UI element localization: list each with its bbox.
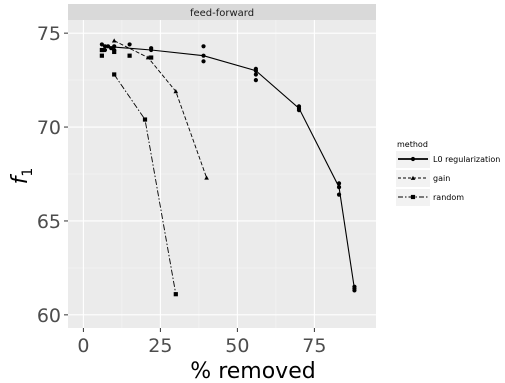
x-tick-label: 75 bbox=[302, 335, 326, 357]
data-point bbox=[102, 44, 108, 49]
data-point bbox=[109, 46, 114, 51]
facet-title: feed-forward bbox=[190, 8, 254, 19]
data-point bbox=[112, 72, 117, 77]
legend-label: L0 regularization bbox=[433, 155, 500, 164]
data-point bbox=[336, 181, 342, 186]
data-point bbox=[111, 38, 117, 43]
axes: 0 25 50 75 60 65 70 75 bbox=[37, 23, 327, 357]
y-tick-label: 75 bbox=[37, 23, 61, 45]
data-point bbox=[127, 53, 132, 58]
legend-item-gain: gain bbox=[396, 170, 450, 187]
data-point bbox=[253, 77, 258, 83]
data-point bbox=[201, 59, 206, 64]
data-point bbox=[201, 44, 206, 49]
grid bbox=[68, 20, 376, 328]
data-point bbox=[204, 175, 209, 180]
legend-key-marker bbox=[410, 194, 416, 200]
data-point bbox=[253, 68, 258, 73]
y-axis-title: f1 bbox=[8, 168, 36, 185]
data-point bbox=[142, 117, 148, 122]
series-random bbox=[99, 47, 178, 297]
y-tick-label: 65 bbox=[37, 211, 61, 233]
data-point bbox=[296, 108, 302, 113]
data-point bbox=[336, 192, 342, 197]
facet-strip bbox=[68, 4, 376, 20]
x-tick-label: 0 bbox=[77, 335, 89, 357]
x-tick-label: 50 bbox=[225, 335, 249, 357]
legend-title: method bbox=[397, 140, 428, 149]
legend: method L0 regularization gain random bbox=[396, 140, 500, 206]
legend-label: gain bbox=[433, 174, 450, 183]
y-tick-label: 60 bbox=[37, 305, 61, 327]
data-point bbox=[253, 72, 258, 77]
x-tick-label: 25 bbox=[148, 335, 172, 357]
series bbox=[99, 38, 357, 297]
y-axis-title-subscript: 1 bbox=[20, 168, 36, 177]
y-tick-label: 70 bbox=[37, 117, 61, 139]
legend-item-random: random bbox=[396, 189, 464, 206]
data-point bbox=[201, 53, 206, 58]
data-point bbox=[173, 89, 179, 94]
data-point bbox=[173, 292, 178, 297]
legend-key-marker bbox=[410, 156, 416, 162]
data-point bbox=[352, 288, 357, 293]
legend-label: random bbox=[433, 193, 464, 202]
data-point bbox=[127, 42, 132, 47]
data-point bbox=[336, 185, 342, 190]
data-point bbox=[99, 53, 104, 58]
series-line bbox=[113, 40, 208, 178]
data-point bbox=[99, 42, 104, 47]
data-point bbox=[112, 49, 117, 55]
data-point bbox=[112, 44, 117, 49]
legend-item-l0-regularization: L0 regularization bbox=[396, 151, 500, 168]
data-point bbox=[105, 44, 111, 49]
y-axis-title-main: f bbox=[8, 173, 33, 184]
legend-key-marker bbox=[410, 175, 416, 180]
x-axis-title: % removed bbox=[190, 359, 315, 383]
data-point bbox=[149, 47, 154, 53]
data-point bbox=[99, 47, 104, 53]
data-point bbox=[149, 55, 154, 60]
